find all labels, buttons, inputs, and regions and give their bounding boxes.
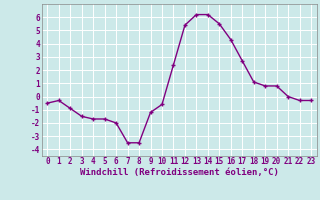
X-axis label: Windchill (Refroidissement éolien,°C): Windchill (Refroidissement éolien,°C) [80, 168, 279, 177]
